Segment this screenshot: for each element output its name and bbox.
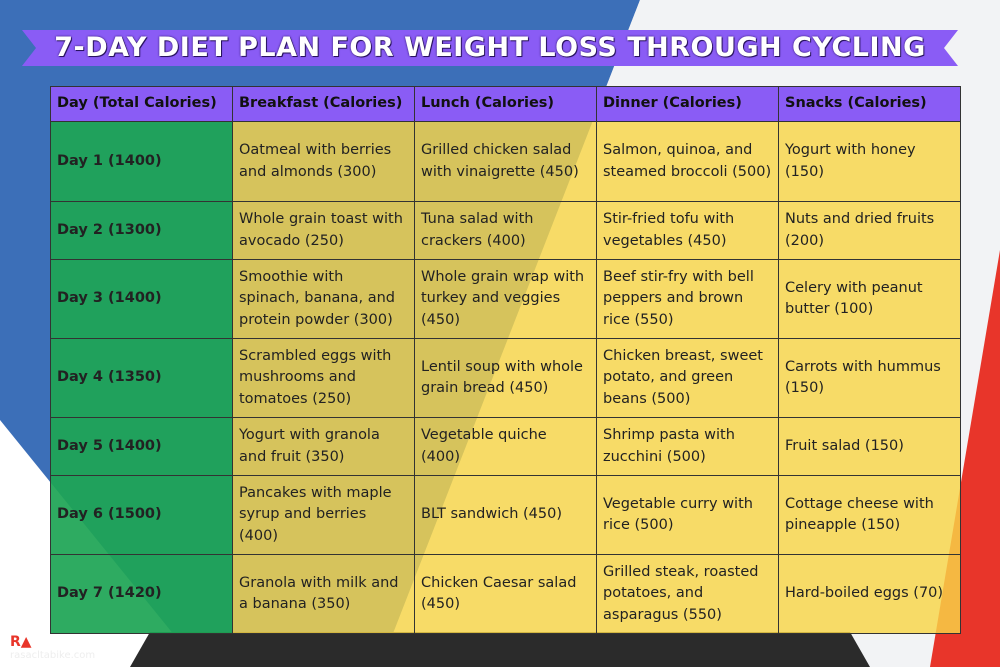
title: 7-DAY DIET PLAN FOR WEIGHT LOSS THROUGH … bbox=[54, 32, 926, 63]
day-cell: Day 2 (1300) bbox=[50, 201, 233, 260]
meal-cell: Chicken Caesar salad (450) bbox=[414, 554, 597, 634]
meal-cell: Celery with peanut butter (100) bbox=[778, 259, 961, 339]
header-cell: Day (Total Calories) bbox=[50, 86, 233, 122]
row: Day 5 (1400) Yogurt with granola and frui… bbox=[50, 417, 961, 476]
meal-cell: Hard-boiled eggs (70) bbox=[778, 554, 961, 634]
url: rasacltabike.com bbox=[10, 650, 96, 661]
day-cell: Day 3 (1400) bbox=[50, 259, 233, 339]
meal-cell: Fruit salad (150) bbox=[778, 417, 961, 476]
meal-cell: Vegetable curry with rice (500) bbox=[596, 475, 779, 555]
meal-cell: Stir-fried tofu with vegetables (450) bbox=[596, 201, 779, 260]
meal-cell: Tuna salad with crackers (400) bbox=[414, 201, 597, 260]
day-cell: Day 4 (1350) bbox=[50, 338, 233, 418]
day-cell: Day 6 (1500) bbox=[50, 475, 233, 555]
logo: R▲SCLTA bbox=[10, 634, 95, 650]
meal-cell: Yogurt with granola and fruit (350) bbox=[232, 417, 415, 476]
meal-cell: Grilled steak, roasted potatoes, and asp… bbox=[596, 554, 779, 634]
meal-cell: Whole grain toast with avocado (250) bbox=[232, 201, 415, 260]
day-cell: Day 1 (1400) bbox=[50, 121, 233, 202]
header-row: Day (Total Calories) Breakfast (Calories)… bbox=[50, 86, 961, 122]
meal-cell: Vegetable quiche (400) bbox=[414, 417, 597, 476]
header-cell: Lunch (Calories) bbox=[414, 86, 597, 122]
footer: R▲SCLTA rasacltabike.com bbox=[10, 634, 95, 661]
meal-cell: Pancakes with maple syrup and berries (4… bbox=[232, 475, 415, 555]
meal-cell: Smoothie with spinach, banana, and prote… bbox=[232, 259, 415, 339]
meal-cell: BLT sandwich (450) bbox=[414, 475, 597, 555]
meal-cell: Yogurt with honey (150) bbox=[778, 121, 961, 202]
meal-cell: Nuts and dried fruits (200) bbox=[778, 201, 961, 260]
row: Day 7 (1420) Granola with milk and a bana… bbox=[50, 554, 961, 634]
row: Day 6 (1500) Pancakes with maple syrup an… bbox=[50, 475, 961, 555]
header-cell: Dinner (Calories) bbox=[596, 86, 779, 122]
day-cell: Day 5 (1400) bbox=[50, 417, 233, 476]
meal-cell: Oatmeal with berries and almonds (300) bbox=[232, 121, 415, 202]
meal-cell: Beef stir-fry with bell peppers and brow… bbox=[596, 259, 779, 339]
logo-mark: R▲ bbox=[10, 634, 32, 650]
day-cell: Day 7 (1420) bbox=[50, 554, 233, 634]
meal-cell: Carrots with hummus (150) bbox=[778, 338, 961, 418]
row: Day 2 (1300) Whole grain toast with avoca… bbox=[50, 201, 961, 260]
header-cell: Snacks (Calories) bbox=[778, 86, 961, 122]
meal-cell: Salmon, quinoa, and steamed broccoli (50… bbox=[596, 121, 779, 202]
bike-shadow bbox=[130, 632, 870, 667]
meal-cell: Cottage cheese with pineapple (150) bbox=[778, 475, 961, 555]
meal-cell: Shrimp pasta with zucchini (500) bbox=[596, 417, 779, 476]
logo-text: SCLTA bbox=[31, 634, 78, 650]
meal-cell: Granola with milk and a banana (350) bbox=[232, 554, 415, 634]
header-cell: Breakfast (Calories) bbox=[232, 86, 415, 122]
row: Day 3 (1400) Smoothie with spinach, banan… bbox=[50, 259, 961, 339]
meal-cell: Grilled chicken salad with vinaigrette (… bbox=[414, 121, 597, 202]
meal-cell: Scrambled eggs with mushrooms and tomato… bbox=[232, 338, 415, 418]
row: Day 4 (1350) Scrambled eggs with mushroom… bbox=[50, 338, 961, 418]
meal-cell: Lentil soup with whole grain bread (450) bbox=[414, 338, 597, 418]
meal-cell: Whole grain wrap with turkey and veggies… bbox=[414, 259, 597, 339]
row: Day 1 (1400) Oatmeal with berries and alm… bbox=[50, 121, 961, 202]
meal-cell: Chicken breast, sweet potato, and green … bbox=[596, 338, 779, 418]
title-ribbon bbox=[22, 30, 958, 66]
diet-table: Day (Total Calories) Breakfast (Calories)… bbox=[50, 86, 961, 634]
